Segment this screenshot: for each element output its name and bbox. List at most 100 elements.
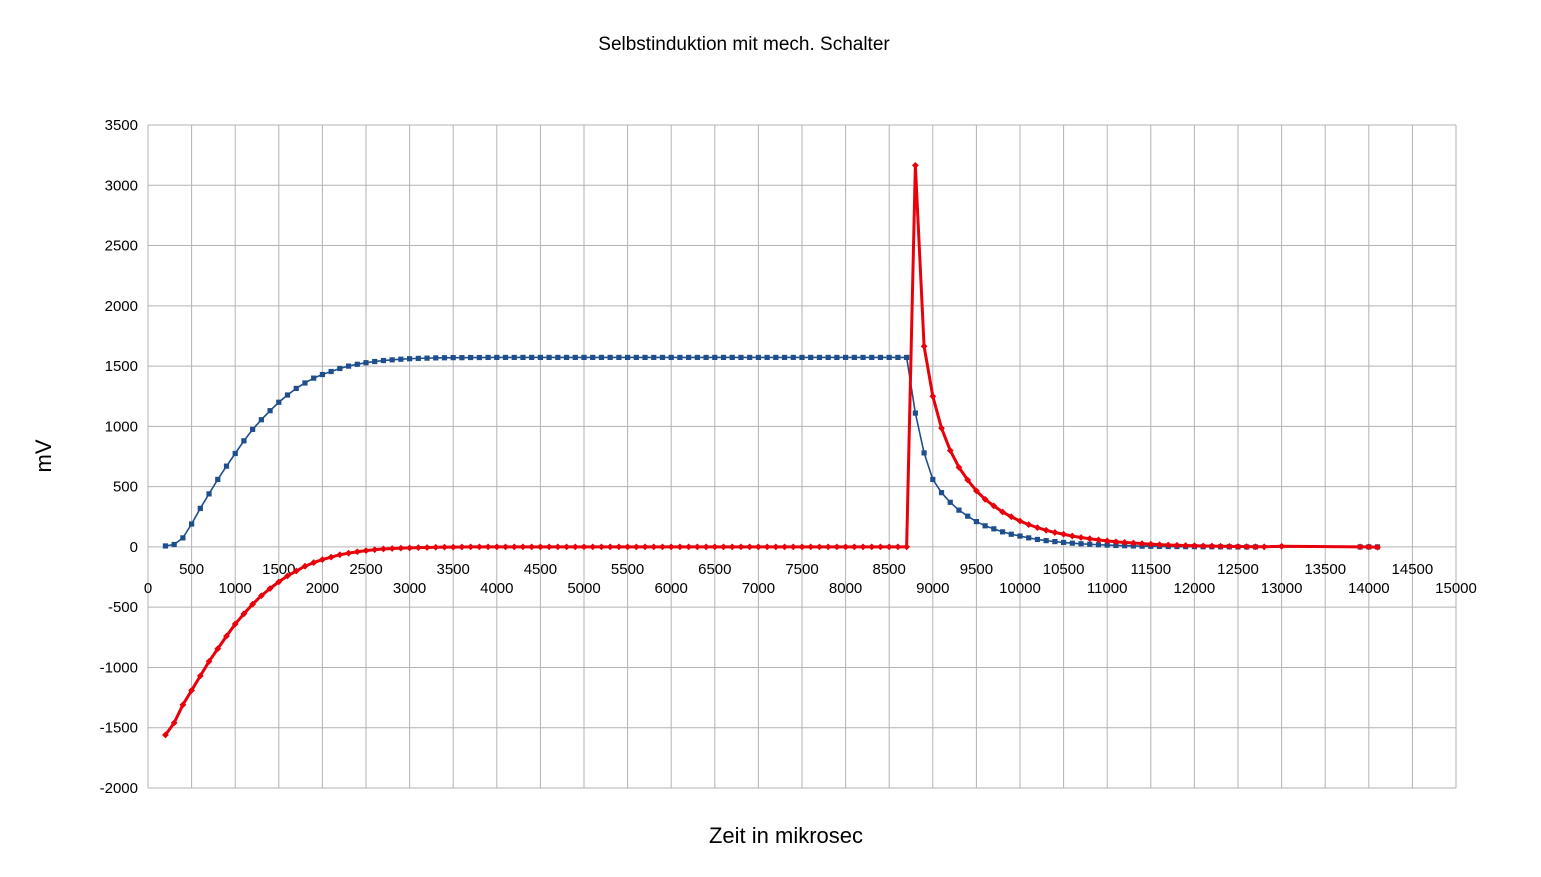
data-point xyxy=(956,507,962,513)
data-point xyxy=(685,543,693,551)
data-point xyxy=(1016,517,1024,525)
data-point xyxy=(189,521,195,527)
data-point xyxy=(580,543,588,551)
x-tick-label: 13500 xyxy=(1304,561,1346,578)
data-point xyxy=(311,375,317,381)
data-point xyxy=(938,424,945,432)
data-point xyxy=(938,490,945,496)
data-point xyxy=(667,543,675,551)
data-point xyxy=(179,701,187,709)
data-point xyxy=(920,342,928,350)
series-line xyxy=(164,163,1378,736)
data-point xyxy=(772,543,780,551)
data-point xyxy=(398,356,404,362)
y-tick-label: 2500 xyxy=(105,238,138,255)
data-point xyxy=(607,354,613,361)
data-point xyxy=(973,487,980,495)
data-point xyxy=(371,546,379,554)
data-point xyxy=(885,543,893,551)
data-point xyxy=(1225,543,1233,550)
data-point xyxy=(616,354,622,361)
data-point xyxy=(606,543,614,551)
data-point xyxy=(763,543,771,551)
chart-title: Selbstinduktion mit mech. Schalter xyxy=(598,34,890,55)
data-point xyxy=(414,544,422,552)
data-point xyxy=(1365,543,1373,551)
data-point xyxy=(590,354,596,361)
data-point xyxy=(641,543,649,551)
x-tick-label: 9000 xyxy=(916,580,949,597)
data-point xyxy=(702,543,710,551)
data-point xyxy=(354,361,360,367)
data-point xyxy=(990,502,998,510)
data-point xyxy=(449,543,457,551)
y-tick-label: 0 xyxy=(130,539,138,556)
data-point xyxy=(912,410,918,416)
data-point xyxy=(502,543,509,551)
data-point xyxy=(676,543,684,551)
data-point xyxy=(693,543,701,551)
data-point xyxy=(1034,524,1041,532)
data-point xyxy=(545,543,553,551)
data-point xyxy=(407,356,413,362)
data-point xyxy=(415,355,421,361)
data-point xyxy=(267,408,273,414)
data-point xyxy=(677,354,683,361)
data-point xyxy=(214,645,222,653)
data-point xyxy=(196,672,204,680)
data-point xyxy=(747,354,753,361)
x-tick-label: 5000 xyxy=(567,580,600,597)
data-point xyxy=(275,578,283,586)
data-point xyxy=(668,354,674,361)
data-point xyxy=(424,355,430,361)
data-point xyxy=(851,354,857,361)
data-point xyxy=(894,543,902,551)
x-tick-label: 8500 xyxy=(873,561,906,578)
data-point xyxy=(537,543,544,551)
data-point xyxy=(877,543,884,551)
x-tick-label: 3000 xyxy=(393,580,426,597)
data-point xyxy=(686,354,692,361)
data-point xyxy=(258,417,264,423)
data-point xyxy=(1095,536,1102,544)
data-point xyxy=(1077,534,1085,541)
data-point xyxy=(266,585,274,592)
data-point xyxy=(458,543,466,551)
data-point xyxy=(1278,542,1285,550)
data-point xyxy=(790,354,796,361)
x-tick-label: 0 xyxy=(144,580,152,597)
data-point xyxy=(703,354,709,361)
data-point xyxy=(554,543,562,551)
data-point xyxy=(1260,543,1268,551)
data-point xyxy=(921,450,927,456)
data-point xyxy=(816,354,823,361)
data-point xyxy=(859,543,867,551)
data-point xyxy=(363,360,369,366)
y-tick-label: -1500 xyxy=(100,720,138,737)
data-point xyxy=(903,543,911,551)
data-point xyxy=(511,354,517,361)
series-line xyxy=(165,356,1378,548)
data-point xyxy=(824,543,832,551)
data-point xyxy=(816,543,823,551)
data-point xyxy=(328,368,334,375)
data-point xyxy=(981,495,989,503)
data-point xyxy=(1199,542,1207,550)
data-point xyxy=(1164,541,1172,549)
data-point xyxy=(292,567,300,575)
data-point xyxy=(180,535,186,541)
data-point xyxy=(1112,538,1120,546)
data-point xyxy=(537,354,543,361)
data-point xyxy=(372,358,378,365)
data-point xyxy=(904,354,910,361)
data-point xyxy=(781,354,788,361)
data-point xyxy=(441,543,448,551)
x-tick-label: 6000 xyxy=(655,580,688,597)
data-point xyxy=(1113,542,1119,549)
data-point xyxy=(1234,543,1242,550)
data-point xyxy=(650,543,658,551)
data-point xyxy=(388,545,396,552)
data-point xyxy=(380,357,387,364)
data-point xyxy=(1182,542,1190,549)
x-tick-label: 10000 xyxy=(999,580,1041,597)
